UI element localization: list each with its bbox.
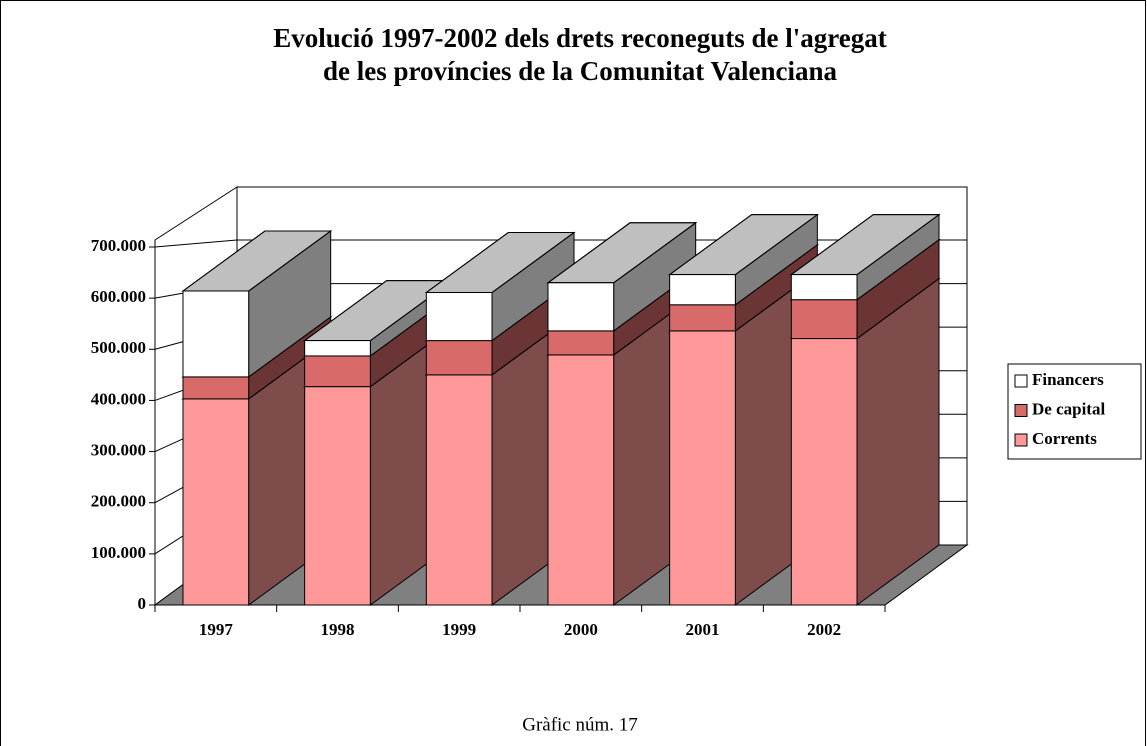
bar [182, 398, 250, 606]
bar-side-shade [613, 222, 696, 331]
legend-swatch [1014, 374, 1028, 388]
bar [790, 274, 858, 301]
y-tick-label: 200.000 [91, 492, 146, 511]
y-tick-label: 0 [138, 594, 147, 613]
bar [425, 340, 493, 376]
y-tick-label: 400.000 [91, 389, 146, 408]
bar [425, 374, 493, 606]
bar [304, 355, 371, 388]
y-tick-label: 700.000 [91, 236, 146, 255]
legend-label: De capital [1032, 399, 1105, 418]
legend [1007, 363, 1142, 460]
legend-label: Financers [1032, 370, 1104, 389]
x-tick-label: 1998 [321, 620, 355, 639]
bar [547, 330, 615, 356]
bar [547, 354, 615, 606]
bar [304, 386, 371, 606]
bar-side-shade [857, 278, 940, 605]
bar [790, 299, 858, 340]
legend-label: Corrents [1032, 429, 1097, 448]
legend-swatch [1014, 433, 1028, 447]
bar [182, 376, 250, 400]
y-tick-label: 500.000 [91, 338, 146, 357]
caption: Gràfic núm. 17 [522, 714, 638, 735]
bar [790, 338, 858, 606]
x-tick-label: 1999 [442, 620, 476, 639]
bar [182, 290, 250, 378]
bar [669, 274, 736, 306]
y-tick-label: 100.000 [91, 543, 146, 562]
legend-swatch [1014, 404, 1028, 417]
bar [304, 340, 371, 357]
x-tick-label: 2000 [564, 620, 598, 639]
y-tick-label: 600.000 [91, 287, 146, 306]
grid-line [154, 239, 238, 248]
bar-side-shade [857, 239, 940, 339]
y-tick-label: 300.000 [91, 440, 146, 459]
bar-side-shade [735, 244, 818, 331]
bar [669, 304, 736, 332]
bar [425, 292, 493, 342]
bar-side-shade [248, 230, 331, 377]
chart-title: Evolució 1997-2002 dels drets reconeguts… [273, 23, 886, 53]
bar-side-shade [857, 214, 940, 300]
x-tick-label: 2002 [807, 620, 841, 639]
chart-title: de les províncies de la Comunitat Valenc… [323, 56, 838, 86]
x-tick-label: 2001 [686, 620, 720, 639]
x-tick-label: 1997 [199, 620, 234, 639]
bar-side-shade [492, 232, 575, 341]
bar-side-shade [735, 214, 818, 305]
bar [547, 282, 615, 332]
bar [669, 330, 736, 606]
